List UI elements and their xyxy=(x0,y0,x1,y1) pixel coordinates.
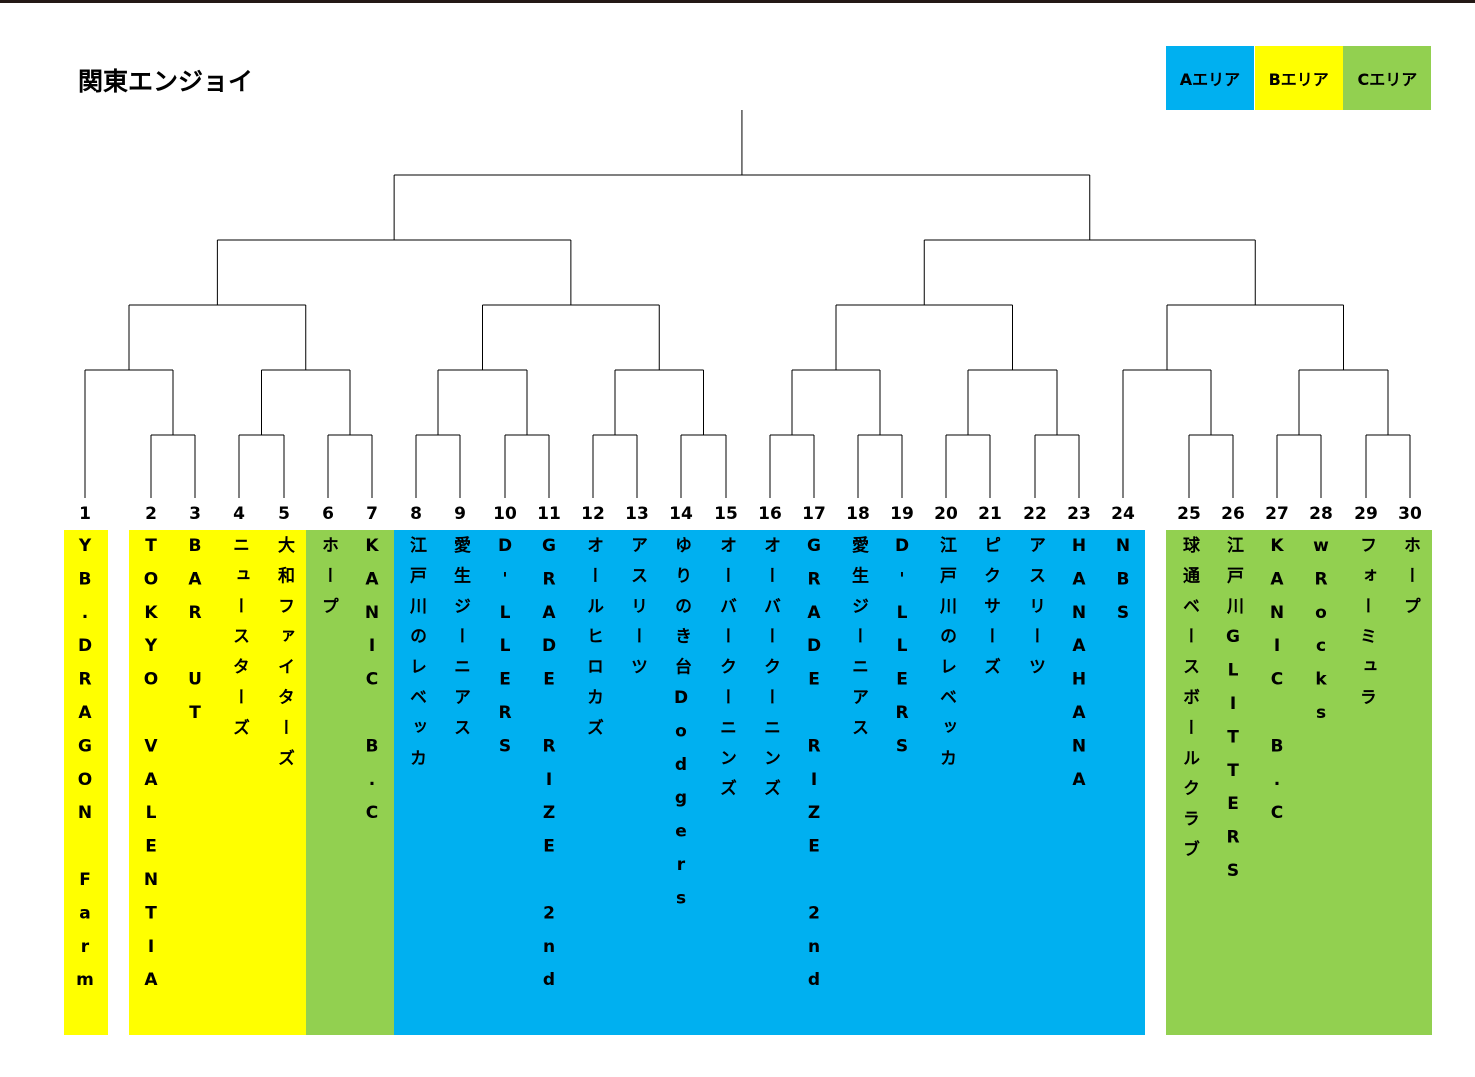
legend-item: Aエリア xyxy=(1166,46,1254,110)
team-name: HANAHANA xyxy=(1069,536,1089,804)
team-number: 30 xyxy=(1398,504,1422,524)
legend-item: Cエリア xyxy=(1343,46,1432,110)
team-name: D'LLERS xyxy=(495,536,515,770)
team-number: 2 xyxy=(145,504,157,524)
panel xyxy=(394,530,1145,1035)
team-name: フォーミュラ xyxy=(1356,536,1376,719)
team-number: 21 xyxy=(978,504,1002,524)
team-number: 6 xyxy=(322,504,334,524)
panel xyxy=(306,530,394,1035)
team-number: 12 xyxy=(581,504,605,524)
team-number: 13 xyxy=(625,504,649,524)
team-number: 20 xyxy=(934,504,958,524)
team-name: ホープ xyxy=(318,536,338,628)
team-number: 11 xyxy=(537,504,561,524)
team-number: 5 xyxy=(278,504,290,524)
team-name: ホープ xyxy=(1400,536,1420,628)
team-number: 15 xyxy=(714,504,738,524)
team-number: 22 xyxy=(1023,504,1047,524)
team-name: KANIC B.C xyxy=(1267,536,1287,837)
team-name: D'LLERS xyxy=(892,536,912,770)
team-number: 26 xyxy=(1221,504,1245,524)
team-name: 大和ファイターズ xyxy=(274,536,294,780)
team-name: 愛生ジーニアス xyxy=(848,536,868,749)
team-number: 29 xyxy=(1354,504,1378,524)
team-number: 16 xyxy=(758,504,782,524)
panel xyxy=(64,530,108,1035)
panel xyxy=(129,530,306,1035)
title: 関東エンジョイ xyxy=(78,67,254,96)
team-number: 8 xyxy=(410,504,422,524)
team-name: GRADE RIZE 2nd xyxy=(539,536,559,1004)
team-name: アスリーツ xyxy=(1025,536,1045,688)
panel xyxy=(1166,530,1432,1035)
team-name: ニュースターズ xyxy=(229,536,249,749)
team-name: 球通ベースボールクラブ xyxy=(1179,536,1199,871)
team-name: 愛生ジーニアス xyxy=(450,536,470,749)
team-name: ゆりのき台Dodgers xyxy=(671,536,691,922)
team-name: オーバークーニンズ xyxy=(716,536,736,810)
team-name: オールヒロカズ xyxy=(583,536,603,749)
team-number: 17 xyxy=(802,504,826,524)
team-name: KANIC B.C xyxy=(362,536,382,837)
team-number: 28 xyxy=(1309,504,1333,524)
team-name: 江戸川のレベッカ xyxy=(406,536,426,780)
team-number: 9 xyxy=(454,504,466,524)
team-name: wRocks xyxy=(1311,536,1331,737)
team-number: 1 xyxy=(79,504,91,524)
team-number: 4 xyxy=(233,504,245,524)
team-name: GRADE RIZE 2nd xyxy=(804,536,824,1004)
team-number: 18 xyxy=(846,504,870,524)
team-number: 7 xyxy=(366,504,378,524)
team-number: 3 xyxy=(189,504,201,524)
team-name: 江戸川GLITTERS xyxy=(1223,536,1243,895)
team-number: 19 xyxy=(890,504,914,524)
team-name: ピクサーズ xyxy=(980,536,1000,688)
team-name: NBS xyxy=(1113,536,1133,637)
team-number: 23 xyxy=(1067,504,1091,524)
team-number: 27 xyxy=(1265,504,1289,524)
team-name: TOKYO VALENTIA xyxy=(141,536,161,1004)
top-bar xyxy=(0,0,1475,3)
team-number: 24 xyxy=(1111,504,1135,524)
team-name: YB.DRAGON Farm xyxy=(75,536,95,1004)
team-name: アスリーツ xyxy=(627,536,647,688)
team-name: オーバークーニンズ xyxy=(760,536,780,810)
team-number: 25 xyxy=(1177,504,1201,524)
legend-item: Bエリア xyxy=(1254,46,1343,110)
team-name: BAR UT xyxy=(185,536,205,737)
team-number: 10 xyxy=(493,504,517,524)
team-number: 14 xyxy=(669,504,693,524)
team-name: 江戸川のレベッカ xyxy=(936,536,956,780)
